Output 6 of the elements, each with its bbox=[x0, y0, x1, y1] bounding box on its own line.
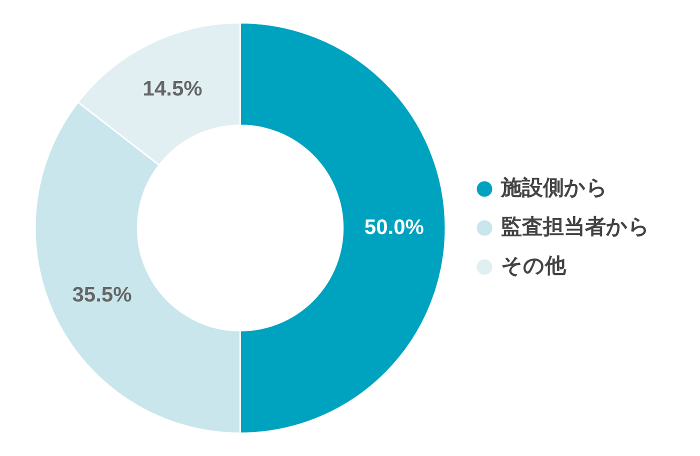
data-label: 50.0% bbox=[364, 216, 424, 239]
legend-label: 監査担当者から bbox=[501, 214, 650, 238]
data-label: 14.5% bbox=[142, 78, 203, 101]
legend-label: 施設側から bbox=[500, 175, 608, 200]
legend-label: その他 bbox=[501, 253, 567, 278]
data-label: 35.5% bbox=[72, 284, 132, 307]
